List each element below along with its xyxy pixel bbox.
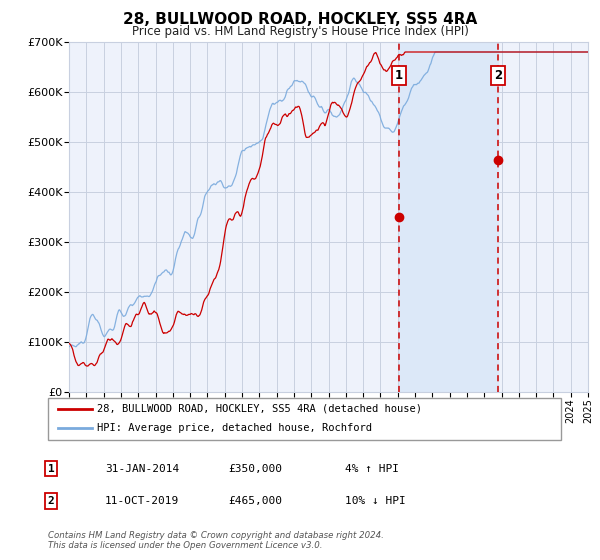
Text: 1: 1 (47, 464, 55, 474)
Text: £350,000: £350,000 (228, 464, 282, 474)
Bar (399, 42, 497, 392)
Text: 10% ↓ HPI: 10% ↓ HPI (345, 496, 406, 506)
Text: 11-OCT-2019: 11-OCT-2019 (105, 496, 179, 506)
Text: 31-JAN-2014: 31-JAN-2014 (105, 464, 179, 474)
Text: 28, BULLWOOD ROAD, HOCKLEY, SS5 4RA: 28, BULLWOOD ROAD, HOCKLEY, SS5 4RA (123, 12, 477, 27)
Text: 1: 1 (395, 69, 403, 82)
FancyBboxPatch shape (48, 398, 561, 440)
Text: Price paid vs. HM Land Registry's House Price Index (HPI): Price paid vs. HM Land Registry's House … (131, 25, 469, 38)
Text: 4% ↑ HPI: 4% ↑ HPI (345, 464, 399, 474)
Text: 2: 2 (494, 69, 502, 82)
Text: 2: 2 (47, 496, 55, 506)
Text: HPI: Average price, detached house, Rochford: HPI: Average price, detached house, Roch… (97, 423, 372, 433)
Text: Contains HM Land Registry data © Crown copyright and database right 2024.
This d: Contains HM Land Registry data © Crown c… (48, 531, 384, 550)
Text: 28, BULLWOOD ROAD, HOCKLEY, SS5 4RA (detached house): 28, BULLWOOD ROAD, HOCKLEY, SS5 4RA (det… (97, 404, 422, 414)
Text: £465,000: £465,000 (228, 496, 282, 506)
